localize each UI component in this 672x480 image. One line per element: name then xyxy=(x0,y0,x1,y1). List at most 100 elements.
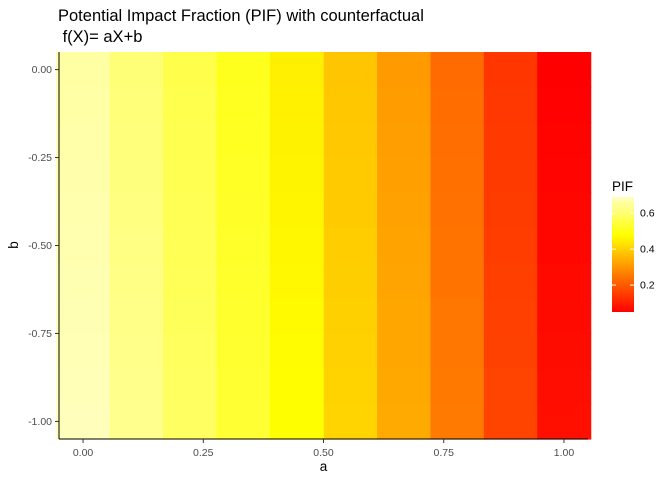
legend: PIF 0.2 0.4 0.6 xyxy=(612,179,655,312)
heatmap-cell xyxy=(537,87,592,123)
heatmap-cell xyxy=(216,52,271,88)
heatmap-cell xyxy=(430,263,485,299)
heatmap-cell xyxy=(377,122,432,159)
heatmap-cell xyxy=(216,298,271,335)
heatmap-cell xyxy=(216,122,271,159)
heatmap-cell xyxy=(269,227,324,264)
heatmap-cell xyxy=(109,122,164,159)
heatmap-cell xyxy=(377,192,432,229)
y-tick-label: -0.50 xyxy=(28,240,52,252)
heatmap-cell xyxy=(537,192,592,229)
legend-title: PIF xyxy=(612,179,633,194)
heatmap-cell xyxy=(323,227,378,264)
heatmap-cell xyxy=(323,52,378,88)
heatmap-cell xyxy=(163,403,218,440)
heatmap-cell xyxy=(56,52,111,88)
heatmap-cell xyxy=(269,298,324,335)
heatmap-cell xyxy=(483,122,538,159)
heatmap-cell xyxy=(323,403,378,440)
y-tick-label: 0.00 xyxy=(32,64,53,76)
heatmap-cell xyxy=(483,192,538,229)
heatmap-cell xyxy=(109,298,164,335)
y-tick-label: -0.25 xyxy=(28,152,52,164)
heatmap-cell xyxy=(323,298,378,335)
heatmap-cell xyxy=(163,368,218,405)
heatmap-cell xyxy=(377,298,432,335)
heatmap-cell xyxy=(483,333,538,370)
heatmap-cell xyxy=(483,52,538,88)
heatmap-cell xyxy=(323,122,378,159)
chart-title: Potential Impact Fraction (PIF) with cou… xyxy=(58,6,424,48)
heatmap-cell xyxy=(430,368,485,405)
heatmap-cell xyxy=(163,333,218,370)
y-axis-ticks: 0.00 -0.25 -0.50 -0.75 -1.00 xyxy=(28,64,59,428)
heatmap-cell xyxy=(269,192,324,229)
heatmap-cell xyxy=(163,87,218,123)
heatmap-cell xyxy=(537,403,592,440)
heatmap-cell xyxy=(216,333,271,370)
heatmap-cell xyxy=(216,87,271,123)
heatmap-cell xyxy=(109,403,164,440)
heatmap-cell xyxy=(377,227,432,264)
heatmap-cell xyxy=(56,263,111,299)
heatmap-cell xyxy=(56,368,111,405)
heatmap-cell xyxy=(483,227,538,264)
heatmap-cell xyxy=(377,52,432,88)
heatmap-cell xyxy=(269,368,324,405)
y-tick-label: -0.75 xyxy=(28,328,52,340)
heatmap-cell xyxy=(56,403,111,440)
heatmap-cell xyxy=(430,298,485,335)
legend-tick-label: 0.6 xyxy=(640,208,655,220)
heatmap-cell xyxy=(109,157,164,194)
heatmap-cell xyxy=(269,122,324,159)
heatmap-cell xyxy=(269,403,324,440)
heatmap-cell xyxy=(430,52,485,88)
heatmap-cell xyxy=(377,263,432,299)
heatmap-cell xyxy=(377,368,432,405)
heatmap-cell xyxy=(109,192,164,229)
heatmap-cell xyxy=(109,52,164,88)
heatmap-cell xyxy=(430,227,485,264)
heatmap-cell xyxy=(269,87,324,123)
heatmap-cell xyxy=(323,333,378,370)
heatmap-cell xyxy=(537,157,592,194)
heatmap-cell xyxy=(109,227,164,264)
heatmap-cell xyxy=(109,87,164,123)
heatmap-cell xyxy=(537,298,592,335)
y-tick-label: -1.00 xyxy=(28,416,52,428)
heatmap-cell xyxy=(430,192,485,229)
heatmap-cell xyxy=(163,298,218,335)
heatmap-cell xyxy=(430,122,485,159)
heatmap-cell xyxy=(56,298,111,335)
heatmap-cell xyxy=(537,227,592,264)
x-tick-label: 0.00 xyxy=(73,447,94,459)
heatmap-cell xyxy=(483,298,538,335)
x-tick-label: 0.50 xyxy=(313,447,334,459)
heatmap-cell xyxy=(323,87,378,123)
heatmap-cell xyxy=(163,192,218,229)
heatmap-cell xyxy=(269,52,324,88)
heatmap-cell xyxy=(163,122,218,159)
heatmap-cell xyxy=(537,263,592,299)
heatmap-cell xyxy=(537,368,592,405)
x-axis-ticks: 0.00 0.25 0.50 0.75 1.00 xyxy=(73,439,574,459)
heatmap-cell xyxy=(56,227,111,264)
heatmap-cell xyxy=(109,263,164,299)
heatmap-cell xyxy=(377,87,432,123)
heatmap-cell xyxy=(56,157,111,194)
heatmap-cell xyxy=(377,157,432,194)
heatmap-cell xyxy=(269,333,324,370)
heatmap-cell xyxy=(216,157,271,194)
heatmap-cell xyxy=(163,263,218,299)
heatmap-cell xyxy=(216,403,271,440)
heatmap-cell xyxy=(483,157,538,194)
heatmap-cell xyxy=(163,52,218,88)
heatmap-cell xyxy=(430,333,485,370)
heatmap-cell xyxy=(269,157,324,194)
heatmap-cell xyxy=(377,333,432,370)
heatmap-cell xyxy=(430,403,485,440)
legend-tick-label: 0.4 xyxy=(640,244,655,256)
heatmap-cell xyxy=(483,87,538,123)
legend-ticks: 0.2 0.4 0.6 xyxy=(612,208,655,292)
heatmap-cell xyxy=(377,403,432,440)
